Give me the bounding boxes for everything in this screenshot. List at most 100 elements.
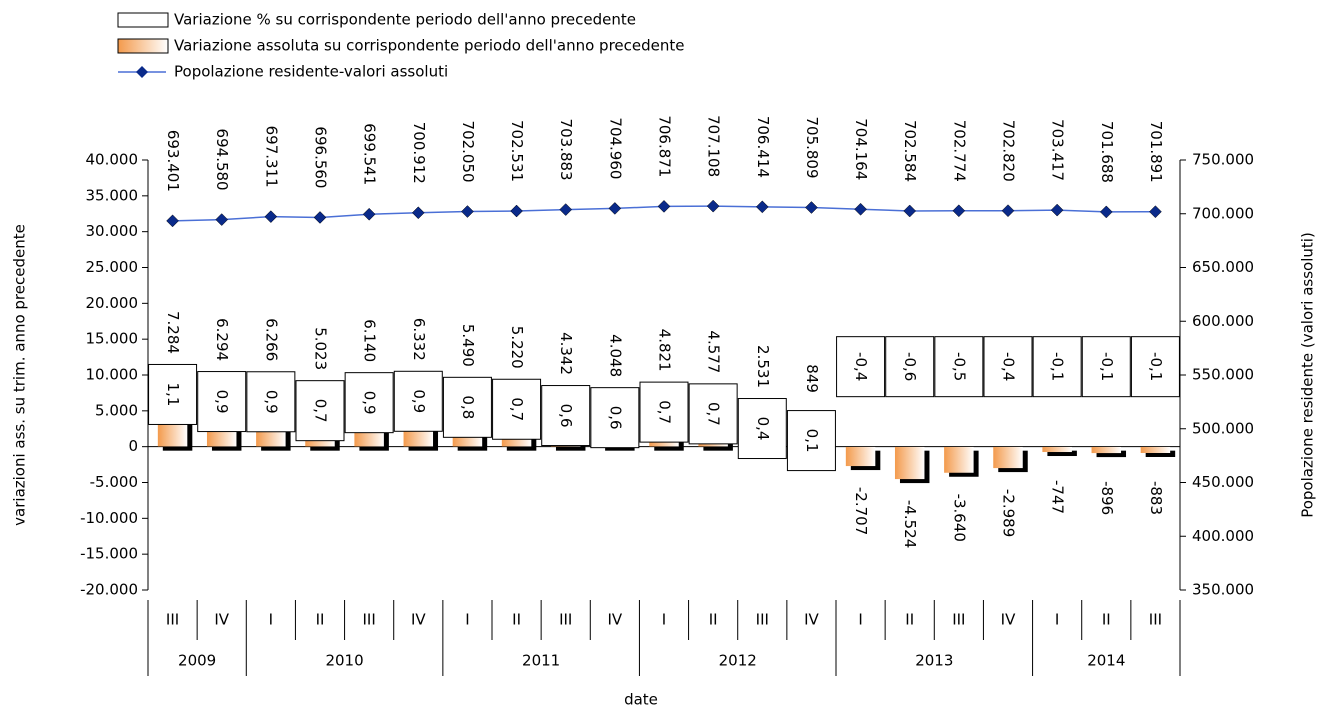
- bar: [1091, 446, 1122, 454]
- pct-value-label: 0,6: [606, 406, 624, 430]
- y2-tick-label: 700.000: [1192, 204, 1254, 222]
- line-marker: [805, 201, 818, 214]
- line-marker: [1001, 204, 1015, 218]
- line-marker: [461, 205, 474, 218]
- pct-value-label: -0,1: [1147, 352, 1165, 381]
- group-label: 2009: [178, 652, 216, 670]
- bar-value-label: 849: [803, 364, 821, 393]
- line-value-label: 701.891: [1147, 121, 1165, 183]
- line-marker: [1050, 203, 1064, 217]
- pct-value-label: 0,1: [803, 429, 821, 453]
- bar-value-label: 2.531: [754, 345, 772, 388]
- pct-label-box: [1081, 336, 1131, 398]
- line-value-label: 702.531: [508, 120, 526, 182]
- pct-label-box: [737, 398, 787, 460]
- pct-value-label: 0,7: [656, 400, 674, 424]
- group-label: 2010: [325, 652, 363, 670]
- line-marker: [706, 199, 720, 213]
- pct-label-box: [1032, 336, 1082, 398]
- pct-value-label: 0,9: [361, 391, 379, 415]
- pct-label-box: [246, 371, 296, 433]
- line-value-label: 705.809: [803, 116, 821, 178]
- y-tick-label: 5.000: [95, 401, 138, 419]
- line-value-label: 706.871: [656, 115, 674, 177]
- pct-value-label: 0,9: [410, 389, 428, 413]
- bar-shadow: [1145, 450, 1176, 457]
- pct-value-label: 0,7: [312, 399, 330, 423]
- y-tick-label: 20.000: [86, 294, 139, 312]
- x-tick-label: III: [559, 611, 572, 629]
- pct-label-box: [1130, 336, 1180, 398]
- x-tick-label: I: [858, 611, 862, 629]
- x-tick-label: III: [166, 611, 179, 629]
- x-tick-label: II: [905, 611, 914, 629]
- x-tick-label: IV: [1001, 611, 1016, 629]
- bar-value-label: 5.220: [508, 326, 526, 369]
- pct-value-label: -0,4: [852, 352, 870, 381]
- x-axis-label: date: [624, 691, 658, 706]
- pct-label-box: [492, 378, 542, 440]
- bar-value-label: -3.640: [950, 494, 968, 542]
- pct-label-box: [639, 381, 689, 443]
- x-tick-label: II: [316, 611, 325, 629]
- pct-label-box: [836, 336, 886, 398]
- line-value-label: 693.401: [164, 130, 182, 192]
- line-marker: [755, 200, 769, 214]
- group-label: 2012: [719, 652, 757, 670]
- pct-label-box: [983, 336, 1033, 398]
- y-tick-label: 15.000: [86, 330, 139, 348]
- line-value-label: 706.414: [754, 116, 772, 178]
- x-tick-label: III: [1149, 611, 1162, 629]
- x-tick-label: IV: [214, 611, 229, 629]
- y-tick-label: 25.000: [86, 258, 139, 276]
- pct-label-box: [541, 385, 591, 447]
- line-value-label: 696.560: [312, 126, 330, 188]
- line-value-label: 702.820: [1000, 120, 1018, 182]
- bar: [845, 446, 876, 467]
- bar-shadow: [1096, 450, 1127, 458]
- line-value-label: 697.311: [262, 126, 280, 188]
- line-marker: [1149, 205, 1162, 219]
- line-value-label: 694.580: [213, 129, 231, 191]
- bar-value-label: 7.284: [164, 311, 182, 354]
- pct-value-label: 0,9: [213, 390, 231, 414]
- pct-label-box: [295, 380, 345, 442]
- line-marker: [510, 204, 523, 218]
- x-tick-label: II: [709, 611, 718, 629]
- x-tick-label: II: [1102, 611, 1111, 629]
- group-label: 2013: [915, 652, 953, 670]
- y2-tick-label: 550.000: [1192, 366, 1254, 384]
- line-marker: [608, 202, 622, 215]
- y2-axis-label: Popolazione residente (valori assoluti): [1299, 232, 1317, 518]
- y2-tick-label: 500.000: [1192, 419, 1254, 437]
- line-value-label: 699.541: [361, 123, 379, 185]
- y2-tick-label: 450.000: [1192, 473, 1254, 491]
- y2-tick-label: 650.000: [1192, 258, 1254, 276]
- pct-label-box: [786, 410, 836, 472]
- pct-value-label: -0,4: [1000, 352, 1018, 381]
- line-marker: [559, 203, 573, 216]
- y-tick-label: -20.000: [80, 581, 138, 599]
- pct-value-label: 0,9: [262, 390, 280, 414]
- y-tick-label: 35.000: [86, 186, 139, 204]
- y2-tick-label: 750.000: [1192, 151, 1254, 169]
- line-marker: [952, 204, 966, 218]
- pct-label-box: [393, 370, 443, 432]
- line-marker: [854, 202, 867, 216]
- line-value-label: 703.417: [1049, 119, 1067, 181]
- bar-value-label: 6.294: [213, 318, 231, 361]
- y-tick-label: -15.000: [80, 545, 138, 563]
- bar-value-label: 6.140: [361, 319, 379, 362]
- line-marker: [1099, 205, 1113, 219]
- x-tick-label: I: [1055, 611, 1059, 629]
- bar-shadow: [1047, 450, 1077, 457]
- bar-value-label: 5.490: [459, 324, 477, 367]
- y-tick-label: 30.000: [86, 222, 139, 240]
- bar-value-label: -883: [1147, 481, 1165, 515]
- y-axis-label: variazioni ass. su trim. anno precedente: [11, 224, 29, 526]
- bar-value-label: 5.023: [312, 327, 330, 370]
- bar-value-label: -2.707: [852, 487, 870, 535]
- y-tick-label: 0: [128, 437, 138, 455]
- bar-value-label: -896: [1098, 481, 1116, 515]
